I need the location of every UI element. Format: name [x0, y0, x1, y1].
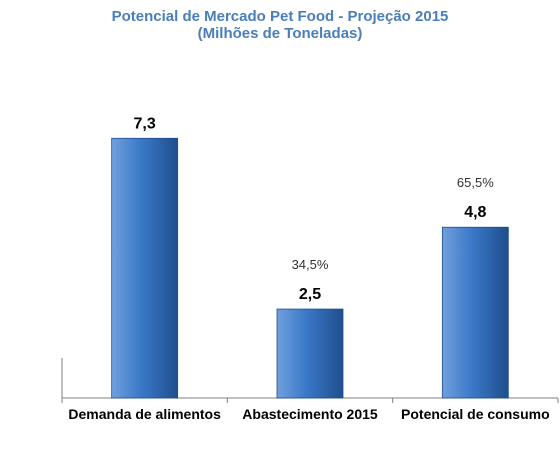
percent-label-2: 34,5%: [292, 257, 329, 272]
category-label-2: Abastecimento 2015: [242, 406, 378, 422]
category-label-1: Demanda de alimentos: [68, 406, 221, 422]
chart-subtitle: (Milhões de Toneladas): [198, 25, 363, 42]
value-label-2: 2,5: [299, 286, 321, 303]
chart-title: Potencial de Mercado Pet Food - Projeção…: [112, 8, 449, 25]
percent-label-3: 65,5%: [457, 175, 494, 190]
plot-area: 7,3 Demanda de alimentos 2,5 34,5% Abastecim…: [61, 115, 559, 422]
bar-2: [276, 308, 344, 399]
value-label-1: 7,3: [134, 115, 156, 132]
bar-1: [111, 137, 179, 399]
category-label-3: Potencial de consumo: [401, 406, 550, 422]
value-label-3: 4,8: [464, 204, 486, 221]
bar-3: [441, 226, 509, 399]
